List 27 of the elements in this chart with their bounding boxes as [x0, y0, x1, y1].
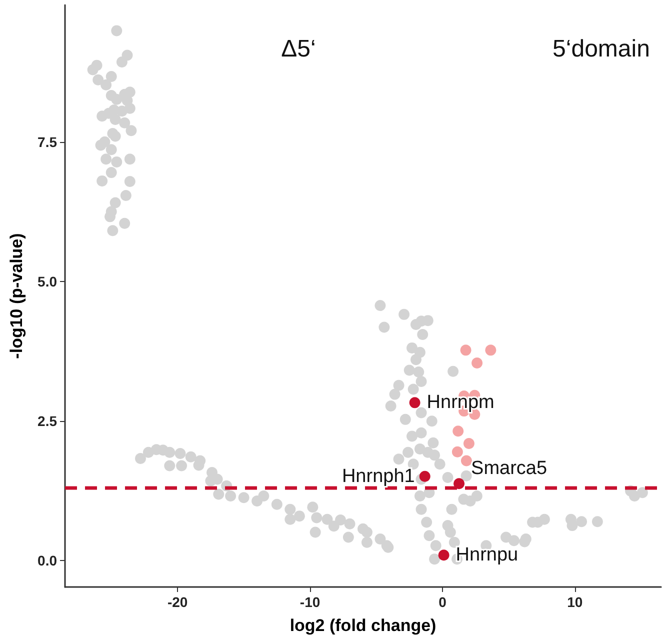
y-tick-label: 0.0 [38, 552, 58, 569]
annotation: Hnrnpu [456, 544, 518, 566]
x-tick-label: 10 [567, 594, 583, 610]
annotation: Smarca5 [471, 458, 548, 480]
annotation: Δ5‘ [281, 36, 316, 63]
x-tick-label: 0 [438, 594, 447, 610]
y-tick-label: 2.5 [38, 413, 58, 430]
point [409, 397, 420, 408]
y-tick-label: 7.5 [38, 134, 58, 150]
point [472, 358, 483, 369]
point [454, 478, 465, 490]
y-tick-label: 5.0 [38, 273, 58, 290]
point [438, 550, 450, 561]
point [460, 455, 472, 466]
point [463, 438, 474, 449]
x-axis-title: log2 (fold change) [290, 616, 436, 635]
annotation: Hnrnpm [426, 392, 494, 414]
x-tick-label: -10 [300, 594, 320, 610]
annotation: 5‘domain [552, 36, 650, 63]
point [485, 344, 496, 356]
point [452, 446, 463, 458]
point [460, 344, 472, 356]
x-tick-label: -20 [167, 594, 188, 610]
point [419, 470, 430, 482]
point [452, 426, 464, 437]
y-axis-title: -log10 (p-value) [7, 233, 26, 359]
annotation: Hnrnph1 [342, 466, 415, 487]
